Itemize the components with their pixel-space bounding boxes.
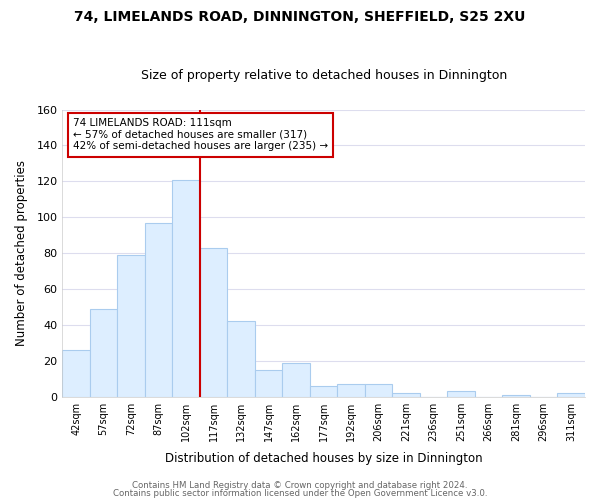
Bar [310, 386, 337, 396]
Bar [118, 255, 145, 396]
Title: Size of property relative to detached houses in Dinnington: Size of property relative to detached ho… [140, 69, 507, 82]
Bar [172, 180, 200, 396]
Bar [365, 384, 392, 396]
Bar [557, 393, 585, 396]
Bar [200, 248, 227, 396]
Bar [90, 308, 118, 396]
Bar [62, 350, 90, 397]
Bar [255, 370, 283, 396]
Bar [227, 322, 255, 396]
Bar [337, 384, 365, 396]
Bar [448, 392, 475, 396]
Bar [145, 222, 172, 396]
Text: Contains HM Land Registry data © Crown copyright and database right 2024.: Contains HM Land Registry data © Crown c… [132, 481, 468, 490]
Bar [502, 395, 530, 396]
Text: 74 LIMELANDS ROAD: 111sqm
← 57% of detached houses are smaller (317)
42% of semi: 74 LIMELANDS ROAD: 111sqm ← 57% of detac… [73, 118, 328, 152]
Text: Contains public sector information licensed under the Open Government Licence v3: Contains public sector information licen… [113, 488, 487, 498]
Y-axis label: Number of detached properties: Number of detached properties [15, 160, 28, 346]
Bar [392, 393, 420, 396]
Bar [283, 362, 310, 396]
X-axis label: Distribution of detached houses by size in Dinnington: Distribution of detached houses by size … [165, 452, 482, 465]
Text: 74, LIMELANDS ROAD, DINNINGTON, SHEFFIELD, S25 2XU: 74, LIMELANDS ROAD, DINNINGTON, SHEFFIEL… [74, 10, 526, 24]
